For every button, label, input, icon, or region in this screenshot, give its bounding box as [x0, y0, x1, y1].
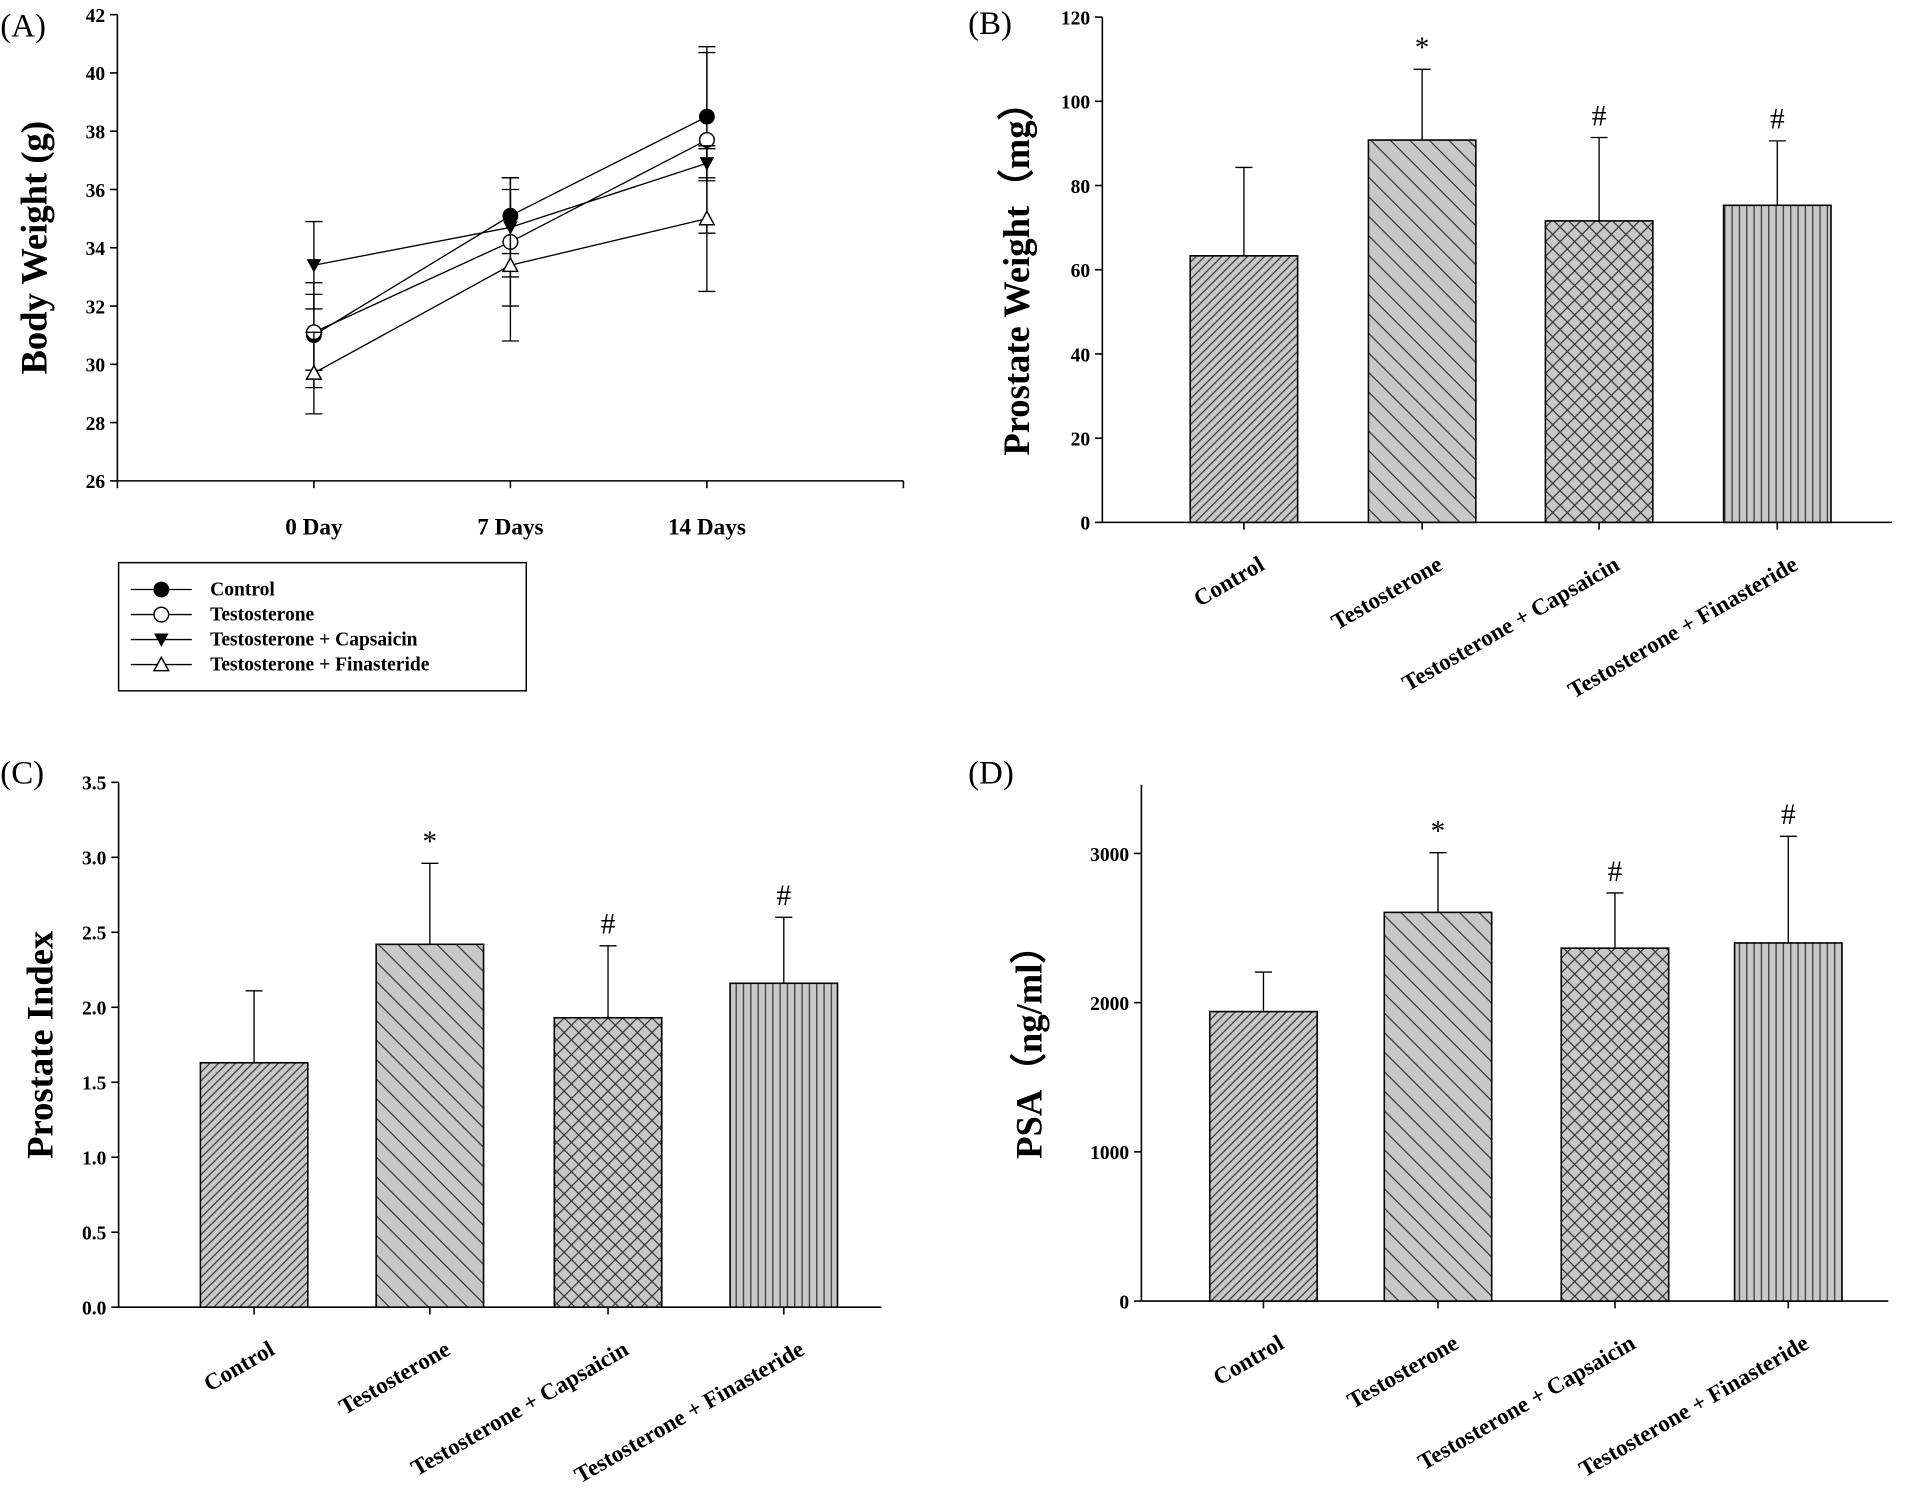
y-tick-label: 40: [86, 64, 106, 85]
series-testosterone-finasteride: [305, 145, 716, 415]
data-point: [501, 256, 519, 273]
bar-group-control: Control: [1189, 166, 1299, 612]
x-tick-label: 0 Day: [285, 515, 343, 541]
y-tick-label: 3.5: [82, 774, 107, 795]
legend: Control Testosterone Testosterone + Capsai…: [117, 561, 528, 692]
x-tick-label: Testosterone: [1343, 1330, 1463, 1414]
y-axis-label: Body Weight (g): [14, 121, 55, 375]
legend-box: [117, 561, 528, 692]
y-tick-label: 0.0: [82, 1298, 107, 1319]
panel-c-prostate-index-chart: 0.0 0.5 1.0 1.5 2.0 2.5 3.0 3.5 Prostate Index (C…: [0, 756, 882, 1489]
y-tick-label: 26: [86, 472, 106, 493]
y-tick-label: 120: [1061, 8, 1091, 29]
significance-marker: #: [776, 880, 791, 912]
significance-marker: #: [1781, 799, 1796, 831]
y-tick-label: 0.5: [82, 1224, 107, 1245]
legend-marker: [152, 655, 170, 672]
bar: [1189, 255, 1299, 524]
y-axis-label: PSA（ng/ml）: [1008, 927, 1049, 1159]
y-tick-label: 80: [1071, 177, 1091, 198]
bar: [1383, 911, 1493, 1302]
bar-group-control: Control: [199, 990, 309, 1397]
bar: [1560, 947, 1670, 1302]
significance-marker: #: [1608, 856, 1623, 888]
bar: [553, 1016, 663, 1308]
bar: [375, 943, 485, 1308]
bar: [1367, 139, 1477, 524]
y-tick-label: 0: [1080, 514, 1090, 535]
y-tick-label: 40: [1071, 345, 1091, 366]
legend-label: Testosterone + Capsaicin: [210, 630, 418, 651]
y-tick-label: 100: [1061, 93, 1091, 114]
bar: [1733, 942, 1843, 1302]
significance-marker: *: [1431, 815, 1446, 847]
bar-group-testosterone: * Testosterone: [335, 826, 485, 1421]
significance-marker: #: [601, 909, 616, 941]
y-tick-label: 0: [1119, 1292, 1129, 1313]
bar: [729, 982, 839, 1308]
significance-marker: #: [1592, 100, 1607, 132]
x-tick-label: 14 Days: [668, 515, 746, 541]
y-tick-label: 20: [1071, 429, 1091, 450]
panel-label: (A): [0, 9, 46, 45]
y-tick-label: 3.0: [82, 849, 107, 870]
significance-marker: #: [1770, 104, 1785, 136]
y-tick-label: 42: [86, 6, 106, 27]
y-tick-label: 34: [86, 239, 106, 260]
x-tick-label: Testosterone: [335, 1336, 455, 1420]
x-tick-label: Control: [1209, 1330, 1289, 1391]
bar: [1722, 204, 1832, 524]
x-tick-label: Control: [1189, 551, 1269, 612]
legend-label: Control: [210, 580, 275, 601]
legend-marker: [153, 581, 170, 598]
bar-group-testosterone: * Testosterone: [1327, 32, 1477, 636]
data-point: [306, 259, 322, 273]
y-tick-label: 2.5: [82, 924, 107, 945]
bar: [1208, 1010, 1318, 1302]
y-tick-label: 36: [86, 181, 106, 202]
y-tick-label: 1.5: [82, 1074, 107, 1095]
legend-marker: [154, 633, 169, 647]
x-tick-label: Testosterone: [1327, 551, 1447, 635]
y-tick-label: 38: [86, 123, 106, 144]
panel-label: (C): [0, 756, 44, 792]
data-point: [305, 364, 323, 380]
y-axis-label: Prostate Weight（mg）: [996, 84, 1037, 456]
panel-label: (D): [968, 756, 1014, 792]
y-tick-label: 28: [86, 414, 106, 435]
y-axis-label: Prostate Index: [20, 930, 61, 1159]
panel-a-body-weight-chart: 26 28 30 32 34 36 38 40 42 Body Weight (g) (A) 0 Da…: [0, 6, 905, 692]
bar: [1544, 220, 1654, 524]
y-tick-label: 30: [86, 356, 106, 377]
significance-marker: *: [1415, 32, 1430, 64]
x-tick-label: Control: [200, 1336, 280, 1397]
y-tick-label: 2000: [1090, 994, 1129, 1015]
legend-label: Testosterone + Finasteride: [210, 655, 430, 676]
data-point: [698, 131, 715, 149]
y-tick-label: 60: [1071, 261, 1091, 282]
legend-marker: [153, 606, 170, 623]
panel-label: (B): [968, 6, 1012, 42]
bar-group-testosterone: * Testosterone: [1343, 815, 1493, 1414]
y-tick-label: 32: [86, 297, 106, 318]
x-tick-label: 7 Days: [477, 515, 543, 541]
y-tick-label: 1000: [1090, 1143, 1129, 1164]
legend-label: Testosterone: [210, 605, 314, 626]
data-point: [698, 209, 716, 226]
significance-marker: *: [423, 826, 438, 858]
bar: [199, 1061, 309, 1308]
y-tick-label: 3000: [1090, 845, 1129, 866]
y-tick-label: 1.0: [82, 1149, 107, 1170]
bar-group-control: Control: [1208, 971, 1318, 1391]
panel-d-psa-chart: 0 1000 2000 3000 PSA（ng/ml） (D) Control * Testos…: [968, 756, 1889, 1483]
y-tick-label: 2.0: [82, 999, 107, 1020]
panel-b-prostate-weight-chart: 0 20 40 60 80 100 120 Prostate Weight（mg） (B) Con…: [968, 6, 1893, 704]
